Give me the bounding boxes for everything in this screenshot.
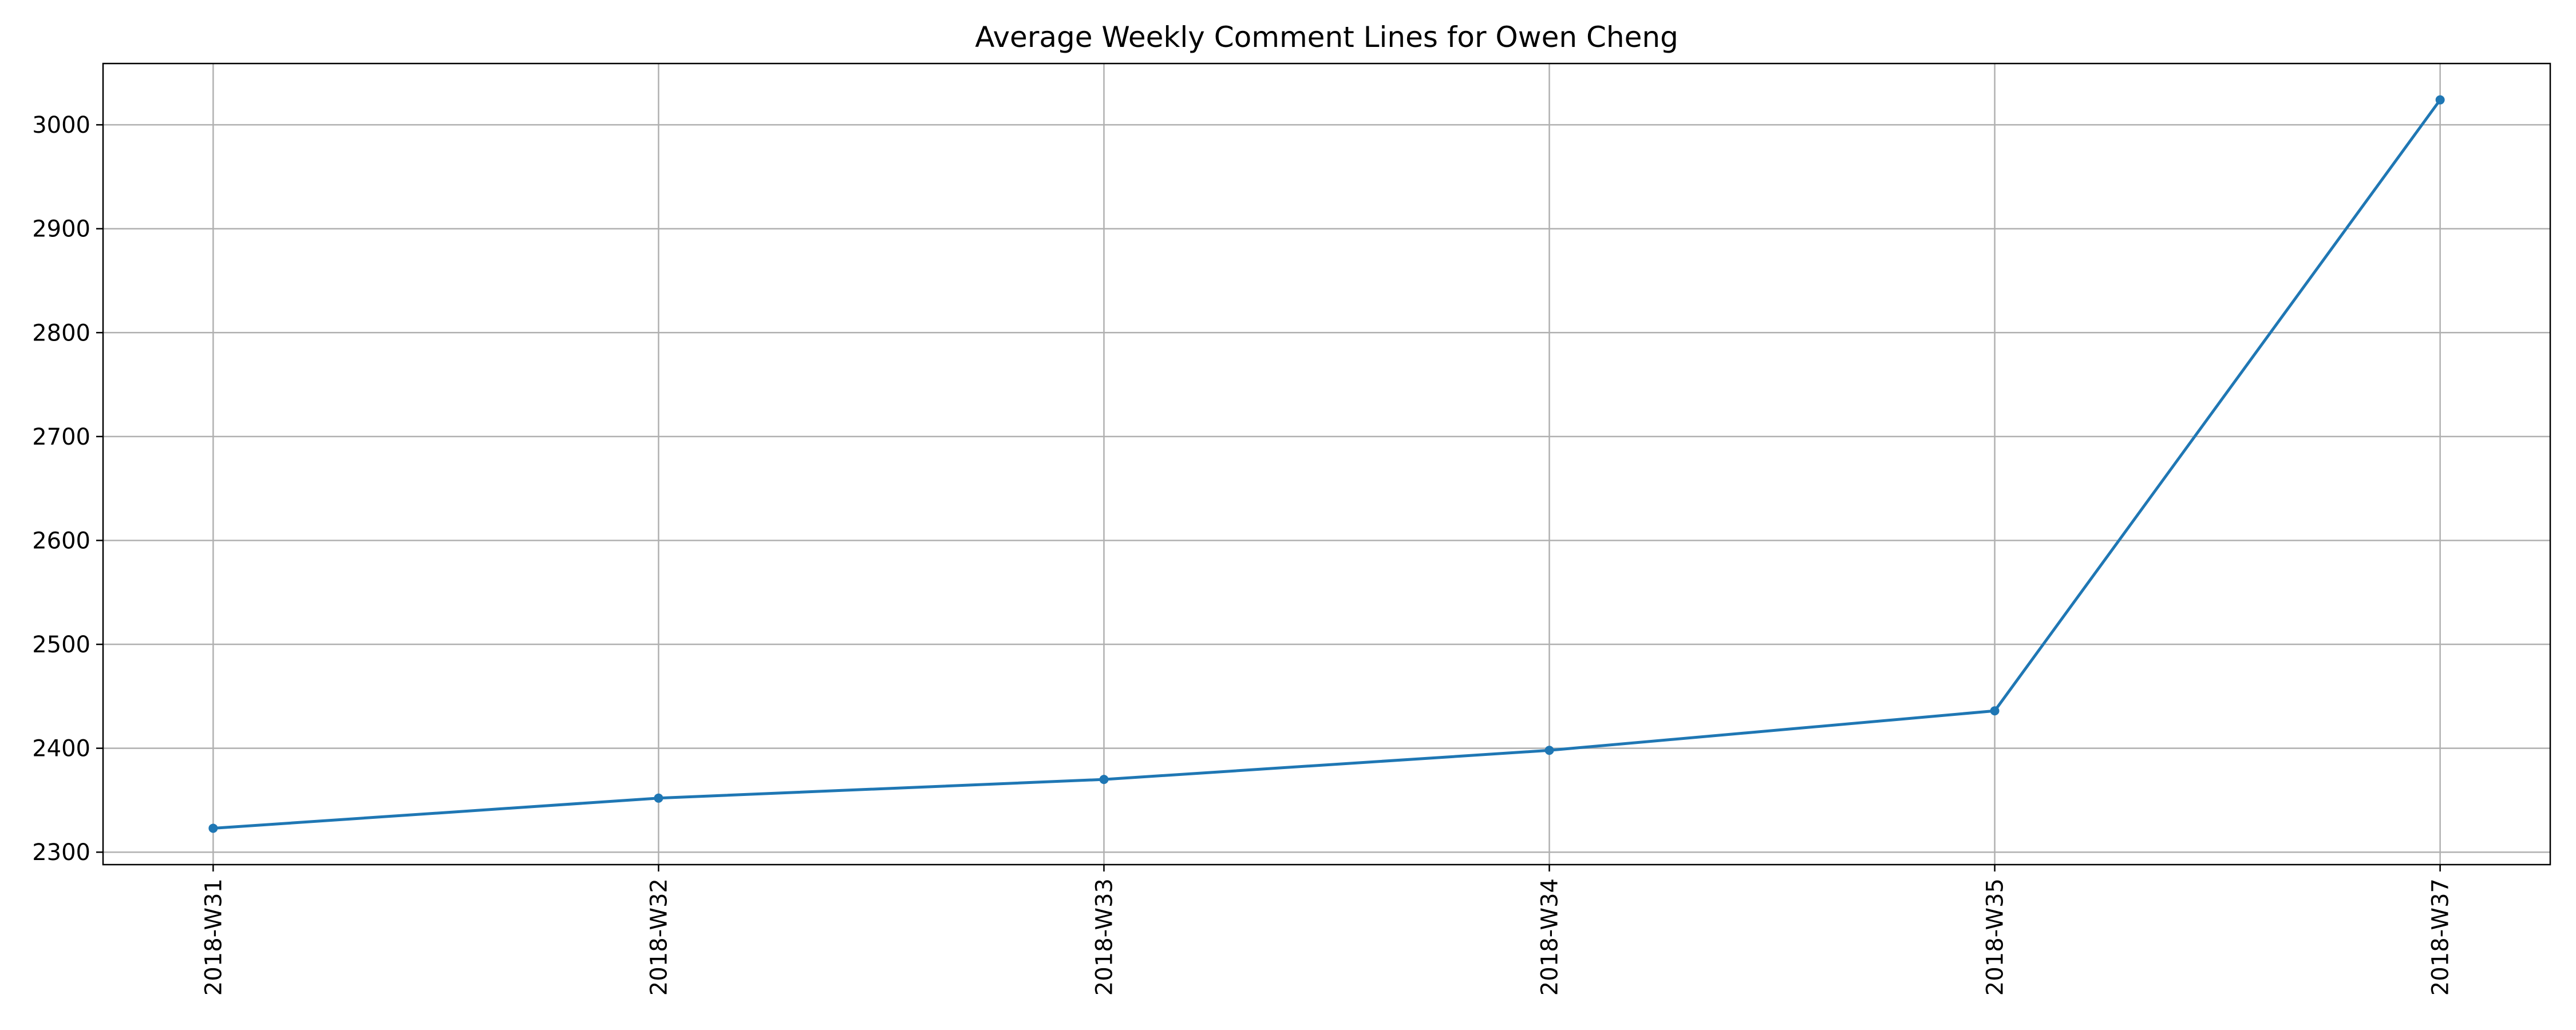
plot-area-frame (102, 62, 2551, 866)
chart-title: Average Weekly Comment Lines for Owen Ch… (975, 21, 1678, 54)
data-point (1099, 775, 1109, 785)
data-point (1990, 706, 2000, 716)
x-tick-label: 2018-W35 (1982, 878, 2009, 996)
data-point (2435, 95, 2445, 105)
y-axis: 2300 2400 2500 2600 2700 2800 2900 3000 (32, 112, 103, 866)
data-point (654, 793, 663, 803)
y-tick-label: 2900 (32, 216, 90, 243)
x-axis: 2018-W31 2018-W32 2018-W33 2018-W34 2018-W35… (200, 865, 2454, 996)
y-tick-label: 2700 (32, 424, 90, 450)
series-layer (208, 95, 2445, 833)
y-tick-label: 2300 (32, 839, 90, 866)
y-tick-label: 2500 (32, 632, 90, 658)
y-tick-label: 2400 (32, 736, 90, 762)
y-tick-label: 3000 (32, 112, 90, 138)
x-tick-label: 2018-W34 (1537, 878, 1563, 996)
y-tick-label: 2800 (32, 320, 90, 346)
x-tick-label: 2018-W31 (200, 878, 227, 996)
data-point (208, 823, 218, 833)
x-tick-label: 2018-W37 (2428, 878, 2454, 996)
y-tick-label: 2600 (32, 528, 90, 554)
series-line (211, 98, 2442, 830)
data-point (1544, 746, 1554, 755)
grid-lines (103, 64, 2550, 865)
x-tick-label: 2018-W33 (1091, 878, 1117, 996)
x-tick-label: 2018-W32 (646, 878, 672, 996)
